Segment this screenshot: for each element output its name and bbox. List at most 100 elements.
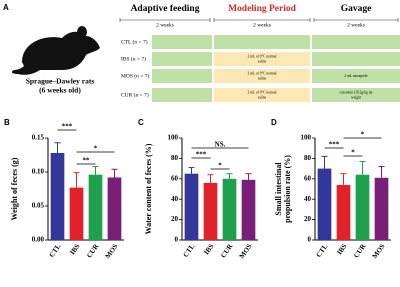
significance-label: * [218, 162, 222, 170]
error-bar [92, 166, 99, 175]
significance-label: * [351, 149, 355, 157]
x-tick-label: IBS [335, 242, 348, 256]
bar [107, 177, 122, 240]
row-band [214, 88, 310, 102]
row-band [152, 52, 212, 66]
duration: 2 weeks [253, 22, 271, 28]
bar [88, 174, 103, 240]
row-label: MOS (n = 7) [121, 72, 149, 79]
row-band [152, 35, 212, 49]
y-tick-label: 100 [301, 134, 312, 142]
bar [317, 168, 332, 240]
significance-label: NS. [215, 141, 226, 149]
row-band [312, 52, 400, 66]
bar [203, 182, 218, 240]
bar [184, 173, 199, 240]
panel-letter: A [3, 3, 9, 12]
duration: 2 weeks [156, 22, 174, 28]
error-bar [54, 142, 61, 153]
cell-text: 2 mL of 0°C normal [247, 90, 276, 94]
y-tick-label: 40 [171, 195, 179, 203]
cell-text: 2 mL of 0°C normal [247, 54, 276, 58]
significance-label: * [361, 131, 365, 139]
bar [69, 187, 84, 240]
cell-text: weight [351, 95, 361, 99]
row-band [312, 69, 400, 83]
y-tick-label: 60 [171, 174, 179, 182]
error-bar [226, 173, 233, 179]
error-bar [340, 173, 347, 185]
panel-letter: C [138, 118, 144, 127]
rat-icon [11, 31, 101, 75]
x-tick-label: CUR [352, 242, 368, 260]
significance-label: *** [196, 151, 207, 159]
row-band [312, 35, 400, 49]
panel-letter: B [4, 118, 10, 127]
x-tick-label: IBS [68, 242, 81, 256]
y-tick-label: 0 [175, 236, 179, 244]
subject-line: (6 weeks old) [39, 86, 81, 95]
x-tick-label: CTL [315, 242, 330, 259]
cell-text: saline [258, 95, 267, 99]
y-axis-label: Water content of feces (%) [144, 143, 153, 234]
cell-text: saline [258, 76, 267, 80]
y-tick-label: 0.15 [32, 134, 45, 142]
error-bar [111, 168, 118, 178]
y-axis-label: propulsion rate (%) [283, 155, 292, 223]
duration: 2 weeks [347, 22, 365, 28]
cell-text: saline [258, 59, 267, 63]
y-tick-label: 80 [304, 154, 312, 162]
error-bar [188, 167, 195, 174]
cell-text: 2 mL of 0°C normal [247, 71, 276, 75]
row-band [152, 88, 212, 102]
row-band [312, 88, 400, 102]
y-tick-label: 0 [308, 236, 312, 244]
error-bar [321, 155, 328, 169]
column-title: Gavage [341, 4, 372, 14]
bar [50, 152, 65, 240]
error-bar [378, 166, 385, 178]
bar [222, 178, 237, 240]
panel-a: A Sprague–Dawley rats (6 weeks old) [3, 3, 101, 95]
column-title: Modeling Period [228, 4, 297, 14]
subject-line: Sprague–Dawley rats [26, 77, 95, 86]
panel-letter: D [271, 118, 277, 127]
y-tick-label: 40 [304, 195, 312, 203]
cell-text: curcumin (19.2g/kg rat [339, 90, 372, 94]
row-band [214, 69, 310, 83]
cell-text: 2 mL mosapride [344, 74, 368, 78]
x-tick-label: CTL [182, 242, 197, 259]
row-band [152, 69, 212, 83]
x-tick-label: MOS [371, 242, 387, 260]
y-tick-label: 20 [304, 215, 312, 223]
y-axis-label: Small intestinal [274, 162, 283, 216]
error-bar [73, 172, 80, 188]
row-label: IBS (n = 7) [121, 55, 146, 62]
bar [336, 184, 351, 240]
x-tick-label: CUR [219, 242, 235, 260]
error-bar [359, 160, 366, 175]
y-tick-label: 0.05 [32, 202, 45, 210]
y-tick-label: 0.00 [32, 236, 45, 244]
column-title: Adaptive feeding [131, 4, 200, 14]
error-bar [245, 173, 252, 180]
y-tick-label: 100 [168, 134, 179, 142]
bar [374, 177, 389, 240]
significance-label: ** [83, 157, 91, 165]
y-tick-label: 0.10 [32, 168, 45, 176]
error-bar [207, 174, 214, 183]
significance-label: * [94, 145, 98, 153]
y-tick-label: 80 [171, 154, 179, 162]
bar [241, 179, 256, 240]
row-label: CTL (n = 7) [121, 38, 148, 45]
rat-ear [77, 26, 87, 38]
row-band [214, 35, 310, 49]
bar [355, 174, 370, 240]
row-band [214, 52, 310, 66]
y-tick-label: 20 [171, 215, 179, 223]
x-tick-label: CTL [48, 242, 63, 259]
row-label: CUR (n = 7) [121, 91, 149, 98]
significance-label: *** [329, 141, 340, 149]
significance-label: *** [62, 123, 73, 131]
